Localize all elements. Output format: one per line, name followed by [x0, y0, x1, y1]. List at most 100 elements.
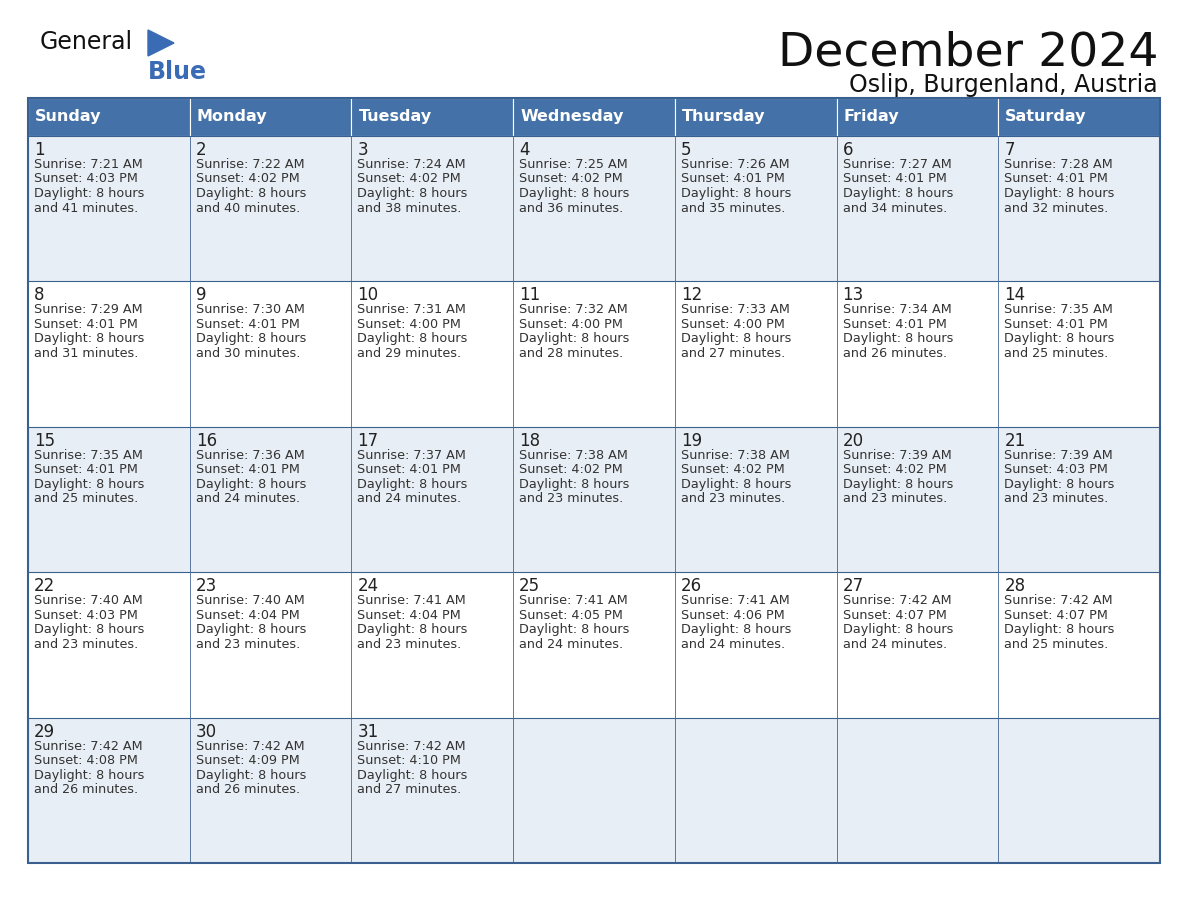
- Text: Daylight: 8 hours: Daylight: 8 hours: [196, 623, 307, 636]
- Text: and 27 minutes.: and 27 minutes.: [358, 783, 462, 796]
- Text: Sunset: 4:01 PM: Sunset: 4:01 PM: [34, 464, 138, 476]
- Text: Sunrise: 7:39 AM: Sunrise: 7:39 AM: [842, 449, 952, 462]
- Text: and 32 minutes.: and 32 minutes.: [1004, 201, 1108, 215]
- Text: Sunset: 4:01 PM: Sunset: 4:01 PM: [196, 464, 299, 476]
- Text: and 25 minutes.: and 25 minutes.: [1004, 347, 1108, 360]
- Text: Sunset: 4:00 PM: Sunset: 4:00 PM: [358, 318, 461, 330]
- Bar: [675, 136, 836, 282]
- Bar: [352, 282, 513, 427]
- Text: Sunrise: 7:40 AM: Sunrise: 7:40 AM: [196, 594, 304, 607]
- Text: Sunrise: 7:42 AM: Sunrise: 7:42 AM: [34, 740, 143, 753]
- Text: and 25 minutes.: and 25 minutes.: [34, 492, 138, 505]
- Bar: [29, 572, 190, 718]
- Text: Sunrise: 7:42 AM: Sunrise: 7:42 AM: [196, 740, 304, 753]
- Text: and 23 minutes.: and 23 minutes.: [196, 638, 299, 651]
- Text: 30: 30: [196, 722, 217, 741]
- Text: Sunset: 4:10 PM: Sunset: 4:10 PM: [358, 754, 461, 767]
- Text: Daylight: 8 hours: Daylight: 8 hours: [196, 187, 307, 200]
- Text: Sunrise: 7:41 AM: Sunrise: 7:41 AM: [358, 594, 466, 607]
- Text: Daylight: 8 hours: Daylight: 8 hours: [1004, 477, 1114, 491]
- Bar: [513, 282, 675, 427]
- Text: Daylight: 8 hours: Daylight: 8 hours: [358, 332, 468, 345]
- Text: Sunrise: 7:38 AM: Sunrise: 7:38 AM: [681, 449, 790, 462]
- Bar: [998, 572, 1159, 718]
- Bar: [836, 136, 998, 282]
- Text: Daylight: 8 hours: Daylight: 8 hours: [34, 477, 145, 491]
- Text: Daylight: 8 hours: Daylight: 8 hours: [842, 477, 953, 491]
- Bar: [836, 572, 998, 718]
- Bar: [513, 427, 675, 572]
- Text: Sunrise: 7:33 AM: Sunrise: 7:33 AM: [681, 304, 790, 317]
- Text: Daylight: 8 hours: Daylight: 8 hours: [681, 477, 791, 491]
- Text: Sunset: 4:04 PM: Sunset: 4:04 PM: [358, 609, 461, 621]
- Bar: [29, 98, 1159, 863]
- Text: Daylight: 8 hours: Daylight: 8 hours: [519, 332, 630, 345]
- Text: Sunset: 4:08 PM: Sunset: 4:08 PM: [34, 754, 138, 767]
- Text: Sunrise: 7:35 AM: Sunrise: 7:35 AM: [34, 449, 143, 462]
- Text: Daylight: 8 hours: Daylight: 8 hours: [681, 332, 791, 345]
- Bar: [836, 427, 998, 572]
- Text: 21: 21: [1004, 431, 1025, 450]
- Bar: [836, 282, 998, 427]
- Text: Sunrise: 7:41 AM: Sunrise: 7:41 AM: [681, 594, 790, 607]
- Bar: [352, 572, 513, 718]
- Text: Oslip, Burgenland, Austria: Oslip, Burgenland, Austria: [849, 73, 1158, 97]
- Text: 28: 28: [1004, 577, 1025, 595]
- Text: Sunrise: 7:29 AM: Sunrise: 7:29 AM: [34, 304, 143, 317]
- Text: Daylight: 8 hours: Daylight: 8 hours: [34, 768, 145, 781]
- Text: and 34 minutes.: and 34 minutes.: [842, 201, 947, 215]
- Text: 14: 14: [1004, 286, 1025, 305]
- Text: Sunrise: 7:30 AM: Sunrise: 7:30 AM: [196, 304, 304, 317]
- Text: Sunset: 4:01 PM: Sunset: 4:01 PM: [34, 318, 138, 330]
- Text: Daylight: 8 hours: Daylight: 8 hours: [358, 477, 468, 491]
- Text: 29: 29: [34, 722, 55, 741]
- Text: Sunset: 4:01 PM: Sunset: 4:01 PM: [842, 173, 947, 185]
- Text: Sunrise: 7:34 AM: Sunrise: 7:34 AM: [842, 304, 952, 317]
- Text: Sunrise: 7:27 AM: Sunrise: 7:27 AM: [842, 158, 952, 171]
- Text: 23: 23: [196, 577, 217, 595]
- Text: 1: 1: [34, 141, 45, 159]
- Text: and 23 minutes.: and 23 minutes.: [842, 492, 947, 505]
- Bar: [29, 282, 190, 427]
- Text: and 36 minutes.: and 36 minutes.: [519, 201, 624, 215]
- Bar: [675, 718, 836, 863]
- Text: 8: 8: [34, 286, 44, 305]
- Text: Sunrise: 7:35 AM: Sunrise: 7:35 AM: [1004, 304, 1113, 317]
- Bar: [513, 98, 675, 136]
- Text: Sunset: 4:03 PM: Sunset: 4:03 PM: [34, 609, 138, 621]
- Text: and 30 minutes.: and 30 minutes.: [196, 347, 301, 360]
- Bar: [675, 282, 836, 427]
- Text: Sunset: 4:01 PM: Sunset: 4:01 PM: [196, 318, 299, 330]
- Text: Sunset: 4:05 PM: Sunset: 4:05 PM: [519, 609, 623, 621]
- Text: Daylight: 8 hours: Daylight: 8 hours: [196, 332, 307, 345]
- Bar: [998, 98, 1159, 136]
- Text: 24: 24: [358, 577, 379, 595]
- Bar: [190, 98, 352, 136]
- Bar: [998, 718, 1159, 863]
- Bar: [998, 136, 1159, 282]
- Text: and 23 minutes.: and 23 minutes.: [519, 492, 624, 505]
- Text: 31: 31: [358, 722, 379, 741]
- Text: and 31 minutes.: and 31 minutes.: [34, 347, 138, 360]
- Text: Daylight: 8 hours: Daylight: 8 hours: [519, 477, 630, 491]
- Bar: [352, 427, 513, 572]
- Text: Sunrise: 7:22 AM: Sunrise: 7:22 AM: [196, 158, 304, 171]
- Text: and 24 minutes.: and 24 minutes.: [681, 638, 785, 651]
- Text: 20: 20: [842, 431, 864, 450]
- Text: Sunrise: 7:40 AM: Sunrise: 7:40 AM: [34, 594, 143, 607]
- Text: Daylight: 8 hours: Daylight: 8 hours: [519, 187, 630, 200]
- Text: 7: 7: [1004, 141, 1015, 159]
- Text: Tuesday: Tuesday: [359, 109, 431, 125]
- Text: Sunset: 4:03 PM: Sunset: 4:03 PM: [1004, 464, 1108, 476]
- Text: Sunset: 4:01 PM: Sunset: 4:01 PM: [1004, 318, 1108, 330]
- Text: Daylight: 8 hours: Daylight: 8 hours: [681, 187, 791, 200]
- Bar: [352, 136, 513, 282]
- Text: and 24 minutes.: and 24 minutes.: [196, 492, 299, 505]
- Text: and 26 minutes.: and 26 minutes.: [196, 783, 299, 796]
- Bar: [836, 718, 998, 863]
- Text: and 41 minutes.: and 41 minutes.: [34, 201, 138, 215]
- Text: Sunset: 4:02 PM: Sunset: 4:02 PM: [196, 173, 299, 185]
- Text: 17: 17: [358, 431, 379, 450]
- Bar: [29, 98, 190, 136]
- Text: Sunset: 4:01 PM: Sunset: 4:01 PM: [358, 464, 461, 476]
